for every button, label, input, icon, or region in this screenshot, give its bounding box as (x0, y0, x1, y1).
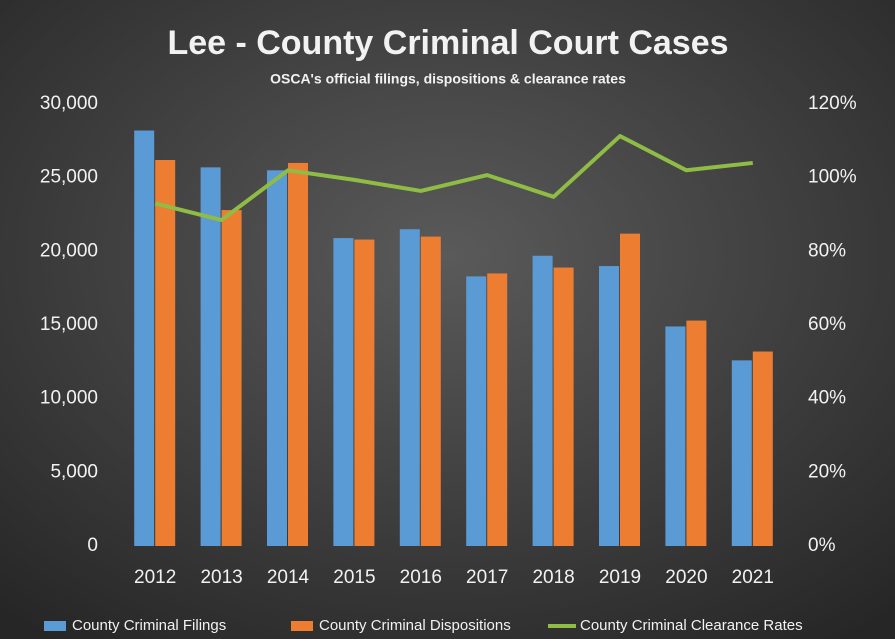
y2-tick-label: 80% (808, 240, 846, 261)
bar (420, 236, 441, 546)
bar (466, 276, 487, 546)
bar (686, 320, 707, 546)
x-tick-label: 2015 (333, 567, 375, 588)
x-tick-label: 2013 (200, 567, 242, 588)
y-tick-label: 25,000 (40, 167, 98, 188)
bar (553, 267, 574, 546)
y2-tick-label: 100% (808, 167, 857, 188)
bar (620, 233, 640, 547)
bar (354, 239, 375, 546)
bar (155, 159, 176, 546)
bar (134, 130, 155, 546)
line (154, 134, 754, 223)
y-tick-label: 15,000 (40, 314, 98, 335)
chart-title: Lee - County Criminal Court Cases (167, 24, 728, 62)
bar (267, 170, 287, 547)
x-tick-label: 2016 (400, 567, 442, 588)
y2-tick-label: 40% (808, 388, 846, 409)
bar (752, 351, 773, 546)
bar (221, 210, 242, 546)
x-tick-label: 2021 (732, 567, 774, 588)
bar (532, 255, 553, 546)
legend-swatch (44, 621, 66, 631)
legend-label: County Criminal Filings (72, 617, 226, 634)
x-tick-label: 2014 (267, 567, 310, 588)
bar (200, 167, 221, 546)
bar (487, 273, 508, 546)
y-tick-label: 20,000 (40, 240, 98, 261)
x-tick-label: 2017 (466, 567, 508, 588)
bar (731, 360, 752, 546)
x-tick-label: 2019 (599, 567, 641, 588)
y-tick-label: 5,000 (50, 461, 98, 482)
y-tick-label: 30,000 (40, 93, 98, 114)
y2-tick-label: 20% (808, 461, 846, 482)
legend-swatch (291, 621, 313, 631)
bar (665, 326, 686, 546)
bar (288, 162, 308, 546)
bar (599, 266, 619, 546)
x-tick-label: 2020 (665, 567, 707, 588)
bar (333, 238, 354, 546)
y-tick-label: 0 (87, 535, 98, 556)
y-tick-label: 10,000 (40, 388, 98, 409)
legend-label: County Criminal Clearance Rates (580, 617, 803, 634)
y2-tick-label: 120% (808, 93, 857, 114)
y2-tick-label: 0% (808, 535, 836, 556)
chart-subtitle: OSCA's official filings, dispositions & … (270, 71, 626, 87)
x-tick-label: 2012 (134, 567, 176, 588)
bar (399, 229, 420, 546)
y2-tick-label: 60% (808, 314, 846, 335)
legend-label: County Criminal Dispositions (319, 617, 511, 634)
x-tick-label: 2018 (532, 567, 574, 588)
